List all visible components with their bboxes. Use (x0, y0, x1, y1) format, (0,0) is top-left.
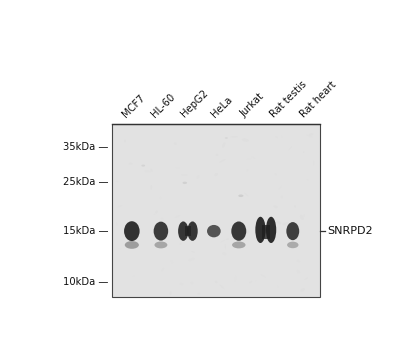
Text: Rat heart: Rat heart (297, 79, 337, 119)
Bar (112, 159, 319, 164)
Ellipse shape (153, 222, 168, 240)
Ellipse shape (154, 241, 167, 248)
Ellipse shape (141, 164, 145, 167)
Bar (112, 164, 319, 170)
Ellipse shape (207, 225, 220, 237)
Ellipse shape (187, 222, 197, 241)
Bar (112, 193, 319, 199)
Text: HeLa: HeLa (208, 94, 233, 119)
Text: 35kDa —: 35kDa — (63, 142, 108, 153)
Bar (112, 239, 319, 245)
Ellipse shape (124, 221, 139, 241)
Bar (112, 274, 319, 279)
Ellipse shape (286, 241, 298, 248)
Ellipse shape (178, 222, 188, 241)
Bar (112, 176, 319, 182)
Bar (184, 226, 191, 236)
Ellipse shape (238, 195, 243, 197)
Text: 15kDa —: 15kDa — (63, 226, 108, 236)
Text: 10kDa —: 10kDa — (63, 277, 108, 287)
Bar (112, 182, 319, 188)
Ellipse shape (182, 182, 187, 184)
Text: Rat testis: Rat testis (268, 79, 308, 119)
Text: Jurkat: Jurkat (238, 92, 265, 119)
Bar (112, 124, 319, 297)
Bar (112, 188, 319, 193)
Bar (112, 291, 319, 297)
Bar (112, 153, 319, 159)
Ellipse shape (224, 137, 227, 139)
Bar (261, 225, 269, 239)
Text: HepG2: HepG2 (179, 88, 210, 119)
Bar (112, 222, 319, 228)
Text: HL-60: HL-60 (149, 92, 177, 119)
Bar (112, 130, 319, 136)
Bar (112, 136, 319, 141)
Ellipse shape (286, 222, 298, 240)
Ellipse shape (231, 222, 246, 241)
Ellipse shape (265, 217, 275, 243)
Bar (112, 124, 319, 130)
Bar (112, 257, 319, 262)
Bar (112, 216, 319, 222)
Ellipse shape (232, 241, 245, 248)
Bar (112, 141, 319, 147)
Bar (112, 245, 319, 251)
Bar (112, 262, 319, 268)
Text: MCF7: MCF7 (119, 93, 146, 119)
Bar (112, 285, 319, 291)
Bar (112, 205, 319, 210)
Ellipse shape (255, 217, 265, 243)
Bar (112, 228, 319, 233)
Bar (112, 251, 319, 257)
Bar (112, 199, 319, 205)
Ellipse shape (124, 241, 139, 249)
Bar (112, 170, 319, 176)
Bar (112, 268, 319, 274)
Bar (112, 279, 319, 285)
Bar (112, 233, 319, 239)
Text: SNRPD2: SNRPD2 (327, 226, 372, 236)
Bar (112, 210, 319, 216)
Bar (112, 147, 319, 153)
Text: 25kDa —: 25kDa — (63, 177, 108, 187)
